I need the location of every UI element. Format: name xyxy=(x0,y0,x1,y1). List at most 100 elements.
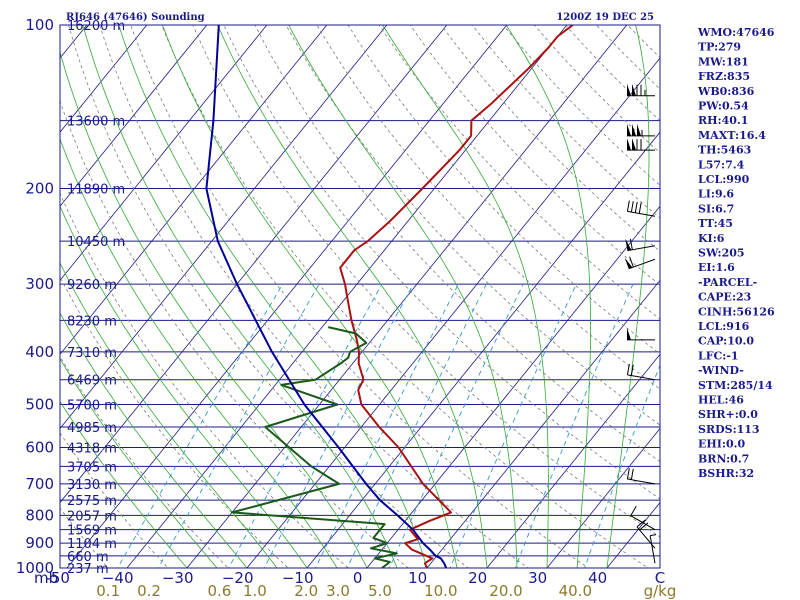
wind-barb-flag xyxy=(630,468,634,480)
pressure-tick-label: 600 xyxy=(25,439,54,457)
pressure-tick-label: 300 xyxy=(25,275,54,293)
mixing-ratio-tick-label: 0.1 xyxy=(96,582,120,600)
index-entry: -WIND- xyxy=(698,364,744,377)
temperature-tick-label: 10 xyxy=(408,569,427,587)
isotherm-line xyxy=(306,131,660,568)
wind-barb-staff xyxy=(630,515,656,531)
index-entry: FRZ:835 xyxy=(698,70,750,83)
height-label: 8230 m xyxy=(67,314,117,329)
wind-barb-pennant xyxy=(627,327,631,340)
index-entry: EHI:0.0 xyxy=(698,438,745,451)
height-label: 2575 m xyxy=(67,494,117,509)
index-entry: LCL:916 xyxy=(698,320,750,333)
index-entry: MW:181 xyxy=(698,55,749,68)
moist-adiabat-line xyxy=(505,25,591,568)
index-entry: BSHR:32 xyxy=(698,467,754,480)
wind-barb xyxy=(624,256,656,270)
dry-adiabat-line xyxy=(60,192,349,568)
moist-adiabat-line xyxy=(217,25,488,568)
temperature-tick-label: 30 xyxy=(528,569,547,587)
index-entry: KI:6 xyxy=(698,232,725,245)
index-entry: TP:279 xyxy=(698,41,741,54)
dewpoint-profile-line xyxy=(231,326,398,568)
isotherm-line xyxy=(486,353,660,568)
dry-adiabat-line xyxy=(192,25,660,538)
grid-lines xyxy=(60,25,660,568)
dry-adiabat-line xyxy=(60,507,109,568)
wind-barb xyxy=(630,505,656,531)
index-entry: CAPE:23 xyxy=(698,291,751,304)
wind-barb xyxy=(626,200,656,217)
temperature-tick-label: −40 xyxy=(102,569,134,587)
wind-barb-flag xyxy=(626,468,630,480)
index-entry: BRN:0.7 xyxy=(698,452,749,465)
dry-adiabat-line xyxy=(60,276,289,568)
wind-barb-pennant xyxy=(632,123,636,136)
wind-barb-flag xyxy=(638,202,642,214)
parcel-profile-line xyxy=(205,25,448,568)
index-entry: LI:9.6 xyxy=(698,188,734,201)
mixing-ratio-line xyxy=(315,283,459,568)
height-label: 660 m xyxy=(67,550,109,565)
dry-adiabat-line xyxy=(409,25,660,286)
mixing-ratio-line xyxy=(346,283,487,568)
mixing-ratio-line xyxy=(263,283,414,568)
wind-barb-pennant xyxy=(632,138,636,151)
wind-barb-staff xyxy=(627,478,656,485)
wind-barb-flag xyxy=(636,519,646,528)
isotherm-line xyxy=(66,25,508,568)
pressure-tick-label: 1000 xyxy=(16,559,54,577)
pressure-tick-label: 100 xyxy=(25,16,54,34)
temperature-axis-unit-label: mb xyxy=(34,569,58,587)
wind-barb-pennant xyxy=(625,238,632,251)
isotherm-line xyxy=(60,25,328,356)
dry-adiabat-line xyxy=(440,25,660,252)
wind-barb-flag xyxy=(634,201,638,213)
mixing-ratio-tick-label: 5.0 xyxy=(368,582,392,600)
pressure-tick-label: 700 xyxy=(25,475,54,493)
isotherm-line xyxy=(546,427,660,568)
height-label: 6469 m xyxy=(67,374,117,389)
wind-barb-staff xyxy=(649,535,656,564)
mixing-ratio-tick-label: 40.0 xyxy=(559,582,592,600)
dry-adiabat-line xyxy=(99,25,529,568)
wind-barb xyxy=(627,83,655,97)
height-label: 5700 m xyxy=(67,399,117,414)
index-entry: HEL:46 xyxy=(698,394,744,407)
index-entry: SW:205 xyxy=(698,247,745,260)
observation-time: 1200Z 19 DEC 25 xyxy=(556,12,654,23)
temperature-tick-label: 20 xyxy=(468,569,487,587)
mixing-ratio-tick-label: 20.0 xyxy=(489,582,522,600)
height-label: 7310 m xyxy=(67,346,117,361)
mixing-ratio-tick-label: 0.2 xyxy=(137,582,161,600)
wind-barb xyxy=(627,123,655,137)
height-label: 1104 m xyxy=(67,537,117,552)
wind-barb-flag xyxy=(639,522,649,531)
dry-adiabat-line xyxy=(68,25,469,568)
wind-barb-pennant xyxy=(637,123,641,136)
height-label: 10450 m xyxy=(67,235,125,250)
wind-barb xyxy=(649,534,657,564)
temperature-tick-label: 0 xyxy=(353,569,363,587)
wind-barb-pennant xyxy=(627,83,631,96)
moist-adiabat-line xyxy=(382,25,549,568)
index-entry: EI:1.6 xyxy=(698,261,735,274)
moist-adiabat-line xyxy=(60,50,368,568)
index-entry: MAXT:16.4 xyxy=(698,129,766,142)
mixing-ratio-tick-label: 1.0 xyxy=(243,582,267,600)
index-entry: L57:7.4 xyxy=(698,158,745,171)
index-entry: -PARCEL- xyxy=(698,276,757,289)
moist-adiabat-line xyxy=(60,400,188,568)
wind-barb-flag xyxy=(630,201,634,213)
wind-barb-pennant xyxy=(627,138,631,151)
temperature-tick-label: −20 xyxy=(222,569,254,587)
isotherm-line xyxy=(60,25,268,281)
index-entry: SRDS:113 xyxy=(698,423,760,436)
axis-labels: 0.1 0.2 0.6 1.0 2.0 3.0 5.0 10.0 20.0 40.0 g/kg100… xyxy=(16,16,677,600)
wind-barb-flag xyxy=(630,364,634,376)
wind-barb xyxy=(625,238,656,252)
pressure-tick-label: 200 xyxy=(25,180,54,198)
temperature-tick-label: -50 xyxy=(45,569,70,587)
